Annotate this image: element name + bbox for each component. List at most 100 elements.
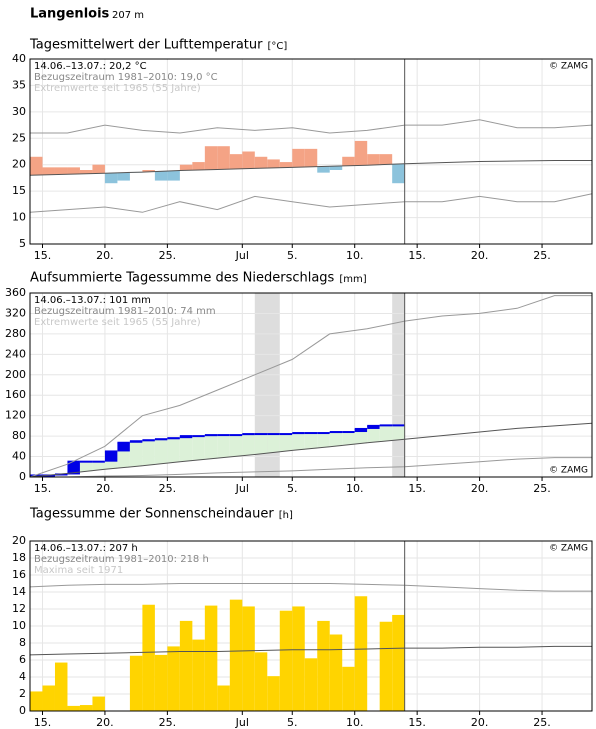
y-tick-label: 8 [19,636,26,649]
x-tick-label: 5. [287,716,298,729]
precip-day [354,428,368,433]
temperature-bar [192,162,205,170]
precip-excess [292,433,305,450]
temperature-bar [292,148,305,168]
sunshine-bar [129,655,143,711]
copyright: © ZAMG [549,466,588,476]
sunshine-bar [254,652,268,711]
sunshine-bar [54,662,68,711]
info-text: Extremwerte seit 1965 (55 Jahre) [34,83,201,94]
y-tick-label: 14 [12,585,26,598]
y-tick-label: 0 [19,704,26,717]
x-tick-label: 15. [34,482,52,495]
x-tick-label: 20. [96,716,114,729]
y-tick-label: 40 [12,450,26,463]
y-tick-label: 0 [19,470,26,483]
x-tick-label: 25. [533,482,551,495]
sunshine-bar [92,696,105,711]
precip-excess [204,435,218,459]
y-tick-label: 6 [19,653,26,666]
x-tick-label: Jul [235,482,249,495]
chart-title: Aufsummierte Tagessumme des Niederschlag… [30,271,335,286]
precip-day [179,436,193,439]
sunshine-bar [179,620,193,711]
precip-excess [329,432,343,447]
y-tick-label: 16 [12,568,26,581]
sunshine-bar [329,634,343,711]
precip-excess [317,433,330,448]
y-tick-label: 10 [12,619,26,632]
precip-excess [279,434,293,452]
x-tick-label: 25. [159,716,177,729]
y-tick-label: 80 [12,429,26,442]
mean-line [29,160,592,176]
chart-unit: [mm] [339,274,366,285]
min-line [30,457,592,478]
temperature-bar [79,170,93,174]
temperature-bar [217,146,230,170]
sunshine-bar [229,599,243,711]
precip-excess [142,440,155,466]
y-tick-label: 5 [19,237,26,250]
chart-unit: [°C] [268,41,288,52]
station-name: Langenlois [30,7,110,22]
y-tick-label: 30 [12,105,26,118]
y-tick-label: 4 [19,670,26,683]
x-tick-label: 20. [96,482,114,495]
precip-excess [342,432,355,445]
sunshine-bar [292,606,305,711]
x-tick-label: 20. [96,249,114,262]
y-tick-label: 25 [12,131,26,144]
sunshine-bar [392,614,405,711]
x-tick-label: 25. [533,716,551,729]
x-tick-label: 10. [346,249,364,262]
temperature-bar [142,170,155,172]
temperature-bar [204,146,218,170]
precip-excess [79,461,93,472]
temperature-bar [154,171,168,181]
precip-excess [392,425,405,440]
temperature-bar [304,148,318,167]
info-text: 14.06.–13.07.: 20,2 °C [34,61,147,72]
sunshine-bar [67,705,80,711]
temperature-bar [179,164,193,171]
y-tick-label: 240 [5,347,26,360]
mean-line [29,645,592,656]
precip-excess [229,435,243,457]
y-tick-label: 2 [19,687,26,700]
temperature-bar [342,156,355,166]
temperature-bar [167,170,180,181]
x-tick-label: Jul [235,249,249,262]
x-tick-label: 15. [34,249,52,262]
temperature-bar [329,166,343,170]
sunshine-bar [354,596,368,711]
precip-day [367,425,380,429]
precip-excess [217,435,230,458]
mean-line [29,422,593,478]
x-tick-label: 15. [408,716,426,729]
temperature-bar [367,154,380,165]
y-tick-label: 35 [12,78,26,91]
y-tick-label: 160 [5,388,26,401]
temperature-bar [254,156,268,169]
temperature-bar [317,166,330,173]
precip-excess [267,434,280,453]
precip-excess [154,439,168,464]
x-tick-label: 15. [408,482,426,495]
temperature-bar [42,167,55,175]
sunshine-bar [192,639,205,711]
temperature-bar [67,167,80,175]
info-text: Extremwerte seit 1965 (55 Jahre) [34,317,201,328]
sunshine-bar [304,658,318,711]
chart-title: Tagesmittelwert der Lufttemperatur [29,38,263,53]
shaded-range [392,293,405,477]
precip-excess [192,436,205,460]
sunshine-bar [167,646,180,711]
y-tick-label: 10 [12,211,26,224]
sunshine-bar [204,605,218,711]
x-tick-label: 5. [287,482,298,495]
x-tick-label: 15. [408,249,426,262]
max-line [30,119,593,134]
chart-unit: [h] [279,510,293,521]
